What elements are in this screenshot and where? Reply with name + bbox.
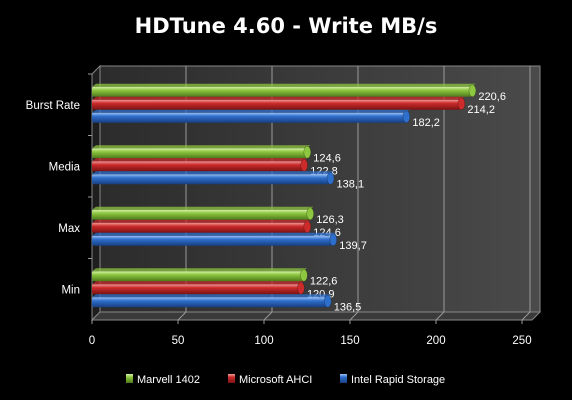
bar-body bbox=[92, 271, 303, 282]
bar-cap bbox=[326, 171, 335, 185]
bar-body bbox=[92, 284, 300, 295]
plot-floor bbox=[90, 311, 542, 321]
bars: 220,6214,2182,2124,6122,8138,1126,3124,6… bbox=[92, 83, 506, 313]
data-label: 122,6 bbox=[310, 275, 338, 287]
bar-cap bbox=[303, 220, 312, 234]
bar-cap bbox=[457, 97, 466, 111]
bar-top bbox=[92, 294, 331, 298]
bar-cap bbox=[303, 145, 312, 159]
legend-item-marvell: Marvell 1402 bbox=[126, 374, 200, 386]
x-tick-label: 100 bbox=[254, 335, 273, 347]
legend-label-microsoft: Microsoft AHCI bbox=[239, 374, 312, 386]
bar-body bbox=[92, 148, 307, 159]
bar-top bbox=[92, 281, 304, 285]
data-label: 138,1 bbox=[337, 178, 365, 190]
bar-cap bbox=[306, 207, 315, 221]
category-label: Burst Rate bbox=[26, 100, 80, 112]
legend-label-intel: Intel Rapid Storage bbox=[351, 374, 445, 386]
x-tick-label: 200 bbox=[426, 335, 445, 347]
x-axis-ticks: 0 50 100 150 200 250 bbox=[89, 320, 532, 347]
bar-body bbox=[92, 174, 330, 185]
gridline-floor bbox=[177, 311, 187, 321]
bar-cap bbox=[300, 158, 309, 172]
gridline-floor bbox=[263, 311, 273, 321]
x-tick-label: 250 bbox=[512, 335, 531, 347]
legend-swatch-marvell bbox=[126, 374, 133, 383]
bar-body bbox=[92, 235, 333, 246]
data-label: 124,6 bbox=[313, 152, 341, 164]
bar-cap bbox=[402, 110, 411, 124]
bar: 126,3 bbox=[92, 206, 344, 226]
chart-title: HDTune 4.60 - Write MB/s bbox=[135, 14, 438, 38]
bar-top bbox=[92, 171, 334, 175]
bar-cap bbox=[297, 281, 305, 295]
bar-body bbox=[92, 161, 304, 172]
legend: Marvell 1402 Microsoft AHCI Intel Rapid … bbox=[126, 374, 445, 386]
legend-label-marvell: Marvell 1402 bbox=[137, 374, 200, 386]
bar-body bbox=[92, 86, 472, 97]
data-label: 220,6 bbox=[478, 91, 506, 103]
x-tick-label: 0 bbox=[89, 335, 95, 347]
bar: 124,6 bbox=[92, 145, 341, 164]
bar: 122,6 bbox=[92, 268, 337, 287]
bar-cap bbox=[323, 294, 332, 308]
bar: 220,6 bbox=[92, 83, 506, 103]
gridline-floor bbox=[521, 311, 531, 321]
category-label: Media bbox=[49, 161, 81, 173]
category-label: Max bbox=[58, 223, 80, 235]
legend-swatch-intel bbox=[340, 374, 347, 383]
gridline-floor bbox=[435, 311, 445, 321]
bar-top bbox=[92, 232, 337, 236]
x-tick-label: 50 bbox=[172, 335, 185, 347]
bar-top bbox=[92, 109, 410, 113]
bar: 214,2 bbox=[92, 96, 495, 116]
bar-top bbox=[92, 206, 314, 210]
bar-cap bbox=[329, 233, 338, 247]
bar-body bbox=[92, 222, 307, 233]
bar: 122,8 bbox=[92, 158, 338, 177]
legend-item-intel: Intel Rapid Storage bbox=[340, 374, 445, 386]
bar: 182,2 bbox=[92, 109, 440, 129]
bar-top bbox=[92, 83, 476, 87]
data-label: 182,2 bbox=[412, 117, 440, 129]
category-labels: Burst Rate Media Max Min bbox=[26, 73, 92, 296]
bar-body bbox=[92, 99, 461, 110]
legend-item-microsoft: Microsoft AHCI bbox=[228, 374, 312, 386]
bar-top bbox=[92, 268, 307, 272]
bar-top bbox=[92, 145, 311, 149]
data-label: 139,7 bbox=[339, 240, 367, 252]
category-label: Min bbox=[61, 284, 80, 296]
bar: 124,6 bbox=[92, 219, 341, 239]
bar-body bbox=[92, 112, 406, 123]
bar-top bbox=[92, 96, 465, 100]
bar-cap bbox=[468, 84, 477, 98]
x-tick-label: 150 bbox=[340, 335, 359, 347]
data-label: 136,5 bbox=[334, 301, 362, 313]
bar: 138,1 bbox=[92, 171, 364, 190]
data-label: 126,3 bbox=[316, 214, 344, 226]
bar: 139,7 bbox=[92, 232, 367, 252]
bar: 136,5 bbox=[92, 294, 361, 313]
data-label: 214,2 bbox=[467, 104, 495, 116]
gridline-floor bbox=[349, 311, 359, 321]
legend-swatch-microsoft bbox=[228, 374, 235, 383]
bar-body bbox=[92, 297, 327, 308]
bar-body bbox=[92, 209, 310, 220]
bar-top bbox=[92, 158, 308, 162]
bar-cap bbox=[300, 268, 308, 282]
bar-top bbox=[92, 219, 311, 223]
